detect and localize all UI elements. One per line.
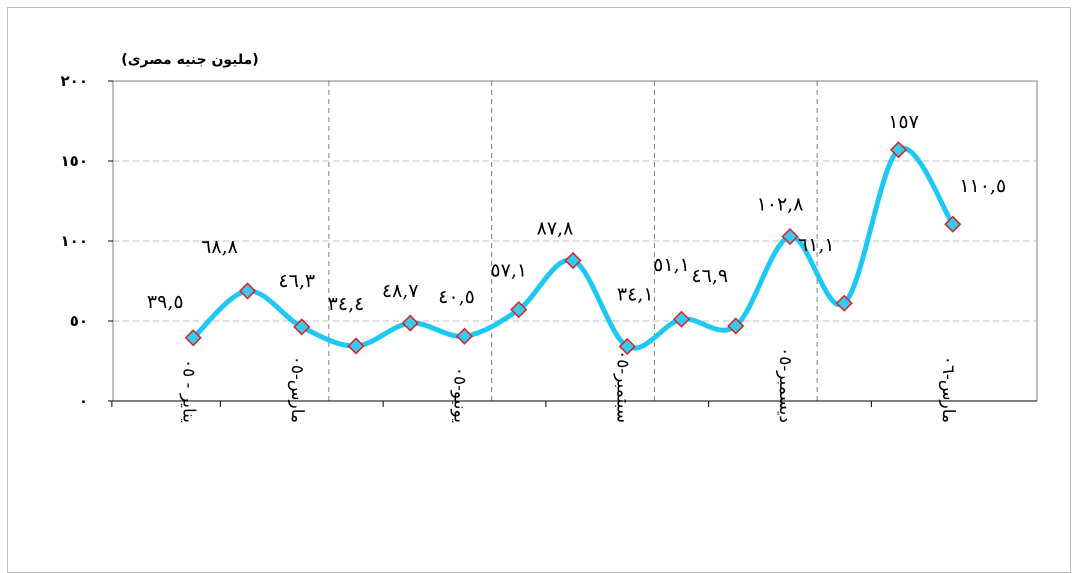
y-tick-label: ٢٠٠ — [61, 72, 88, 90]
data-label: ١٠٢,٨ — [757, 194, 804, 216]
data-point-marker — [781, 227, 799, 246]
y-tick-label: ٠ — [79, 392, 88, 410]
data-point-marker — [672, 310, 691, 328]
data-label: ٦١,١ — [798, 234, 835, 256]
data-label: ٤٦,٣ — [278, 270, 315, 292]
data-point-marker — [835, 294, 853, 312]
data-label: ٣٤,٤ — [328, 293, 365, 315]
data-point-marker — [618, 337, 636, 356]
data-label: ٤٨,٧ — [382, 280, 419, 302]
y-tick-label: ٥٠ — [70, 312, 88, 330]
data-point-marker — [727, 317, 745, 335]
data-point-marker — [455, 327, 474, 345]
data-label: ١٥٧ — [888, 111, 919, 133]
data-label: ٥٧,١ — [490, 260, 527, 282]
data-point-marker — [347, 337, 365, 355]
data-label: ٦٨,٨ — [201, 236, 238, 258]
data-point-marker — [889, 141, 908, 159]
x-tick-label: مارس-٠٥ — [287, 356, 307, 423]
data-label: ٤٦,٩ — [691, 265, 728, 287]
x-tick-label: يونيو-٠٥ — [450, 367, 470, 423]
y-tick-label: ١٥٠ — [61, 152, 88, 170]
x-tick-label: ديسمبر-٠٥ — [775, 347, 795, 423]
data-label: ٣٤,١ — [617, 283, 654, 305]
data-point-marker — [293, 318, 311, 336]
data-point-marker — [238, 282, 257, 300]
y-axis-unit-label: (مليون جنيه مصرى) — [121, 52, 258, 68]
data-label: ٤٠,٥ — [438, 286, 475, 308]
data-point-marker — [401, 314, 419, 332]
series-line — [190, 145, 956, 351]
data-point-marker — [564, 251, 582, 270]
x-tick-label: سبتمبر-٠٥ — [612, 350, 632, 423]
x-tick-label: يناير - ٠٥ — [178, 359, 198, 423]
data-point-marker — [184, 329, 202, 347]
data-point-marker — [510, 301, 528, 319]
data-label: ١١٠,٥ — [959, 175, 1006, 197]
data-label: ٣٩,٥ — [147, 291, 184, 313]
data-point-marker — [944, 215, 962, 233]
x-tick-label: مارس-٠٦ — [938, 356, 958, 423]
data-label: ٥١,١ — [653, 254, 690, 276]
data-label: ٨٧,٨ — [537, 218, 574, 240]
y-tick-label: ١٠٠ — [61, 232, 88, 250]
